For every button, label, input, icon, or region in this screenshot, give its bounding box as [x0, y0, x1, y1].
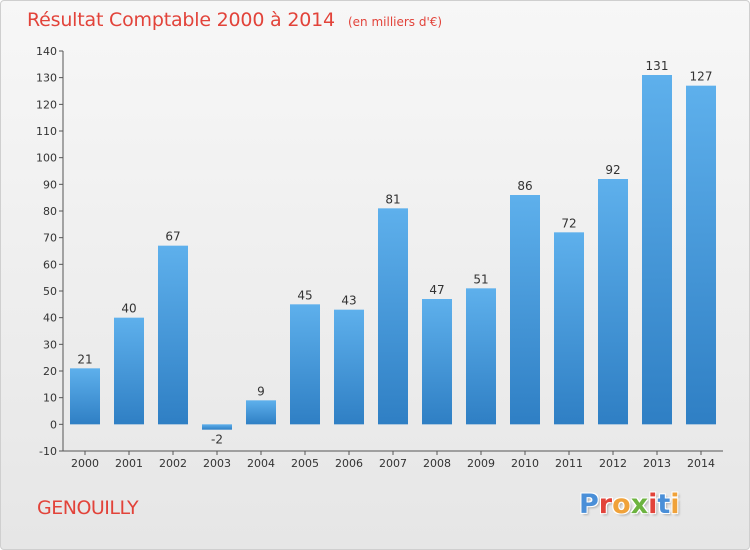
bar-2002	[158, 245, 188, 425]
data-label-2005: 45	[297, 288, 312, 302]
x-tick-label: 2000	[71, 457, 99, 470]
x-tick-label: 2009	[467, 457, 495, 470]
x-tick-label: 2012	[599, 457, 627, 470]
bar-2012	[598, 179, 628, 425]
logo-letter: r	[598, 489, 613, 520]
town-name: GENOUILLY	[37, 497, 139, 519]
data-label-2010: 86	[517, 179, 532, 193]
x-tick-label: 2014	[687, 457, 715, 470]
chart-subtitle: (en milliers d'€)	[347, 15, 443, 29]
x-tick-label: 2006	[335, 457, 363, 470]
bar-2010	[510, 195, 540, 425]
data-label-2007: 81	[385, 192, 400, 206]
bars	[70, 75, 716, 430]
x-tick-label: 2008	[423, 457, 451, 470]
y-tick-label: 80	[43, 205, 57, 218]
bar-2014	[686, 85, 716, 425]
chart-title: Résultat Comptable 2000 à 2014	[27, 9, 335, 31]
x-tick-label: 2010	[511, 457, 539, 470]
data-label-2002: 67	[165, 230, 180, 244]
data-labels: 21 40 67 -2 9 45 43 81 47 51 86 72 92 131 127	[77, 59, 712, 447]
y-tick-label: -10	[39, 445, 57, 458]
bar-2011	[554, 232, 584, 425]
axes: -10 0 10 20 30 40 50 60 70 80 90 100 110 120 130 140 200…	[36, 45, 723, 470]
x-tick-label: 2001	[115, 457, 143, 470]
x-tick-label: 2013	[643, 457, 671, 470]
bar-2004	[246, 400, 276, 425]
data-label-2009: 51	[473, 272, 488, 286]
bar-2008	[422, 299, 452, 425]
logo-letter: i	[648, 489, 658, 520]
proxiti-logo: Proxiti	[579, 489, 680, 520]
data-label-2000: 21	[77, 352, 92, 366]
y-tick-label: 50	[43, 285, 57, 298]
data-label-2013: 131	[646, 59, 669, 73]
data-label-2014: 127	[690, 70, 713, 84]
bar-2000	[70, 368, 100, 425]
bar-2005	[290, 304, 320, 425]
x-tick-label: 2005	[291, 457, 319, 470]
y-tick-label: 120	[36, 98, 57, 111]
data-label-2011: 72	[561, 216, 576, 230]
bar-2003	[202, 424, 232, 430]
x-tick-label: 2004	[247, 457, 275, 470]
y-tick-label: 60	[43, 258, 57, 271]
bar-2006	[334, 309, 364, 425]
bar-2001	[114, 317, 144, 425]
bar-2009	[466, 288, 496, 425]
y-tick-label: 130	[36, 72, 57, 85]
logo-letter: x	[630, 489, 649, 520]
data-label-2006: 43	[341, 294, 356, 308]
data-label-2012: 92	[605, 163, 620, 177]
x-tick-label: 2003	[203, 457, 231, 470]
y-tick-label: 0	[50, 418, 57, 431]
x-tick-label: 2007	[379, 457, 407, 470]
logo-letter: t	[657, 489, 671, 520]
bar-2013	[642, 75, 672, 425]
logo-letter: i	[670, 489, 680, 520]
y-tick-label: 100	[36, 152, 57, 165]
y-tick-label: 40	[43, 312, 57, 325]
y-tick-label: 30	[43, 338, 57, 351]
y-tick-label: 70	[43, 232, 57, 245]
y-tick-label: 10	[43, 392, 57, 405]
x-tick-label: 2011	[555, 457, 583, 470]
y-tick-label: 140	[36, 45, 57, 58]
y-tick-label: 20	[43, 365, 57, 378]
x-tick-label: 2002	[159, 457, 187, 470]
bar-2007	[378, 208, 408, 425]
data-label-2008: 47	[429, 283, 444, 297]
data-label-2001: 40	[121, 302, 136, 316]
title-row: Résultat Comptable 2000 à 2014 (en milli…	[27, 9, 442, 31]
y-tick-label: 90	[43, 178, 57, 191]
data-label-2004: 9	[257, 384, 265, 398]
data-label-2003: -2	[211, 433, 223, 447]
logo-letter: o	[612, 489, 631, 520]
y-tick-label: 110	[36, 125, 57, 138]
logo-letter: P	[579, 489, 599, 520]
